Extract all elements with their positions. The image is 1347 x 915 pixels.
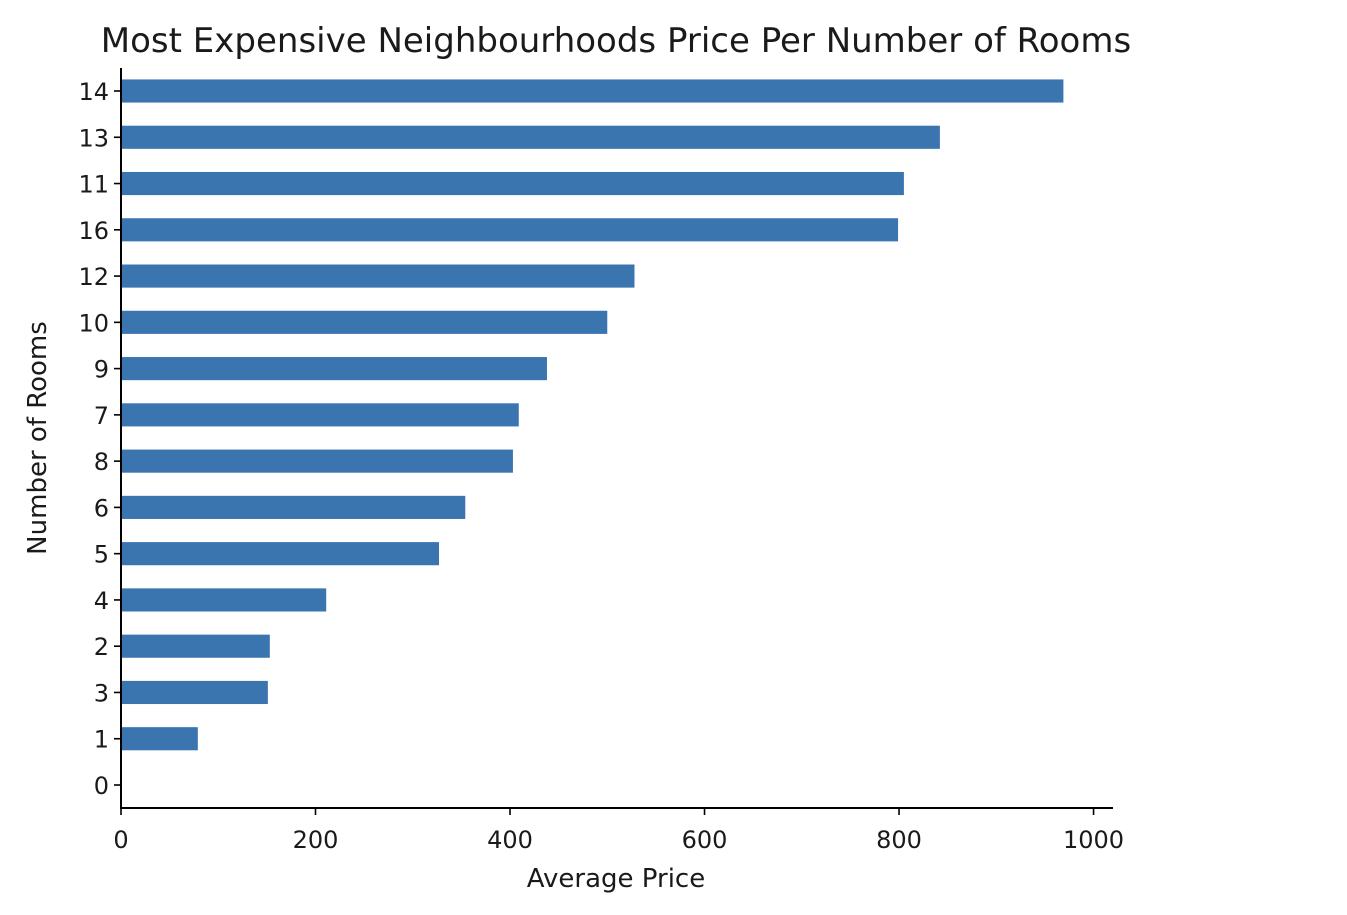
x-tick-label: 1000 xyxy=(1063,826,1124,854)
x-tick-label: 400 xyxy=(487,826,533,854)
bar-rooms-8 xyxy=(121,449,513,473)
y-tick-label: 2 xyxy=(94,633,109,661)
y-axis-label: Number of Rooms xyxy=(23,321,53,555)
y-tick-label: 3 xyxy=(94,679,109,707)
bar-rooms-13 xyxy=(121,125,940,149)
y-tick-label: 9 xyxy=(94,356,109,384)
bar-rooms-4 xyxy=(121,588,327,612)
y-tick-label: 11 xyxy=(78,171,109,199)
y-tick-label: 5 xyxy=(94,541,109,569)
y-tick-label: 6 xyxy=(94,494,109,522)
bar-rooms-9 xyxy=(121,357,547,381)
bar-rooms-12 xyxy=(121,264,635,288)
x-axis-label: Average Price xyxy=(527,864,705,894)
y-tick-label: 0 xyxy=(94,772,109,800)
bars-group xyxy=(121,79,1064,751)
y-tick-label: 14 xyxy=(78,78,109,106)
bar-rooms-6 xyxy=(121,495,466,519)
y-tick-label: 10 xyxy=(78,309,109,337)
x-axis-ticks: 0 200 400 600 800 1000 xyxy=(113,808,1124,854)
x-tick-label: 800 xyxy=(876,826,922,854)
y-tick-label: 13 xyxy=(78,124,109,152)
bar-rooms-5 xyxy=(121,542,440,566)
bar-rooms-1 xyxy=(121,727,198,751)
bar-rooms-10 xyxy=(121,310,608,334)
y-tick-label: 12 xyxy=(78,263,109,291)
bar-rooms-16 xyxy=(121,218,899,242)
bar-rooms-2 xyxy=(121,634,270,658)
bar-rooms-14 xyxy=(121,79,1064,103)
x-tick-label: 600 xyxy=(682,826,728,854)
y-tick-label: 16 xyxy=(78,217,109,245)
chart-title: Most Expensive Neighbourhoods Price Per … xyxy=(101,21,1131,61)
y-tick-label: 4 xyxy=(94,587,109,615)
y-tick-label: 7 xyxy=(94,402,109,430)
y-tick-label: 8 xyxy=(94,448,109,476)
x-tick-label: 0 xyxy=(113,826,128,854)
x-tick-label: 200 xyxy=(293,826,339,854)
bar-rooms-3 xyxy=(121,680,268,705)
bar-rooms-7 xyxy=(121,403,519,427)
bar-rooms-11 xyxy=(121,171,904,196)
y-tick-label: 1 xyxy=(94,726,109,754)
